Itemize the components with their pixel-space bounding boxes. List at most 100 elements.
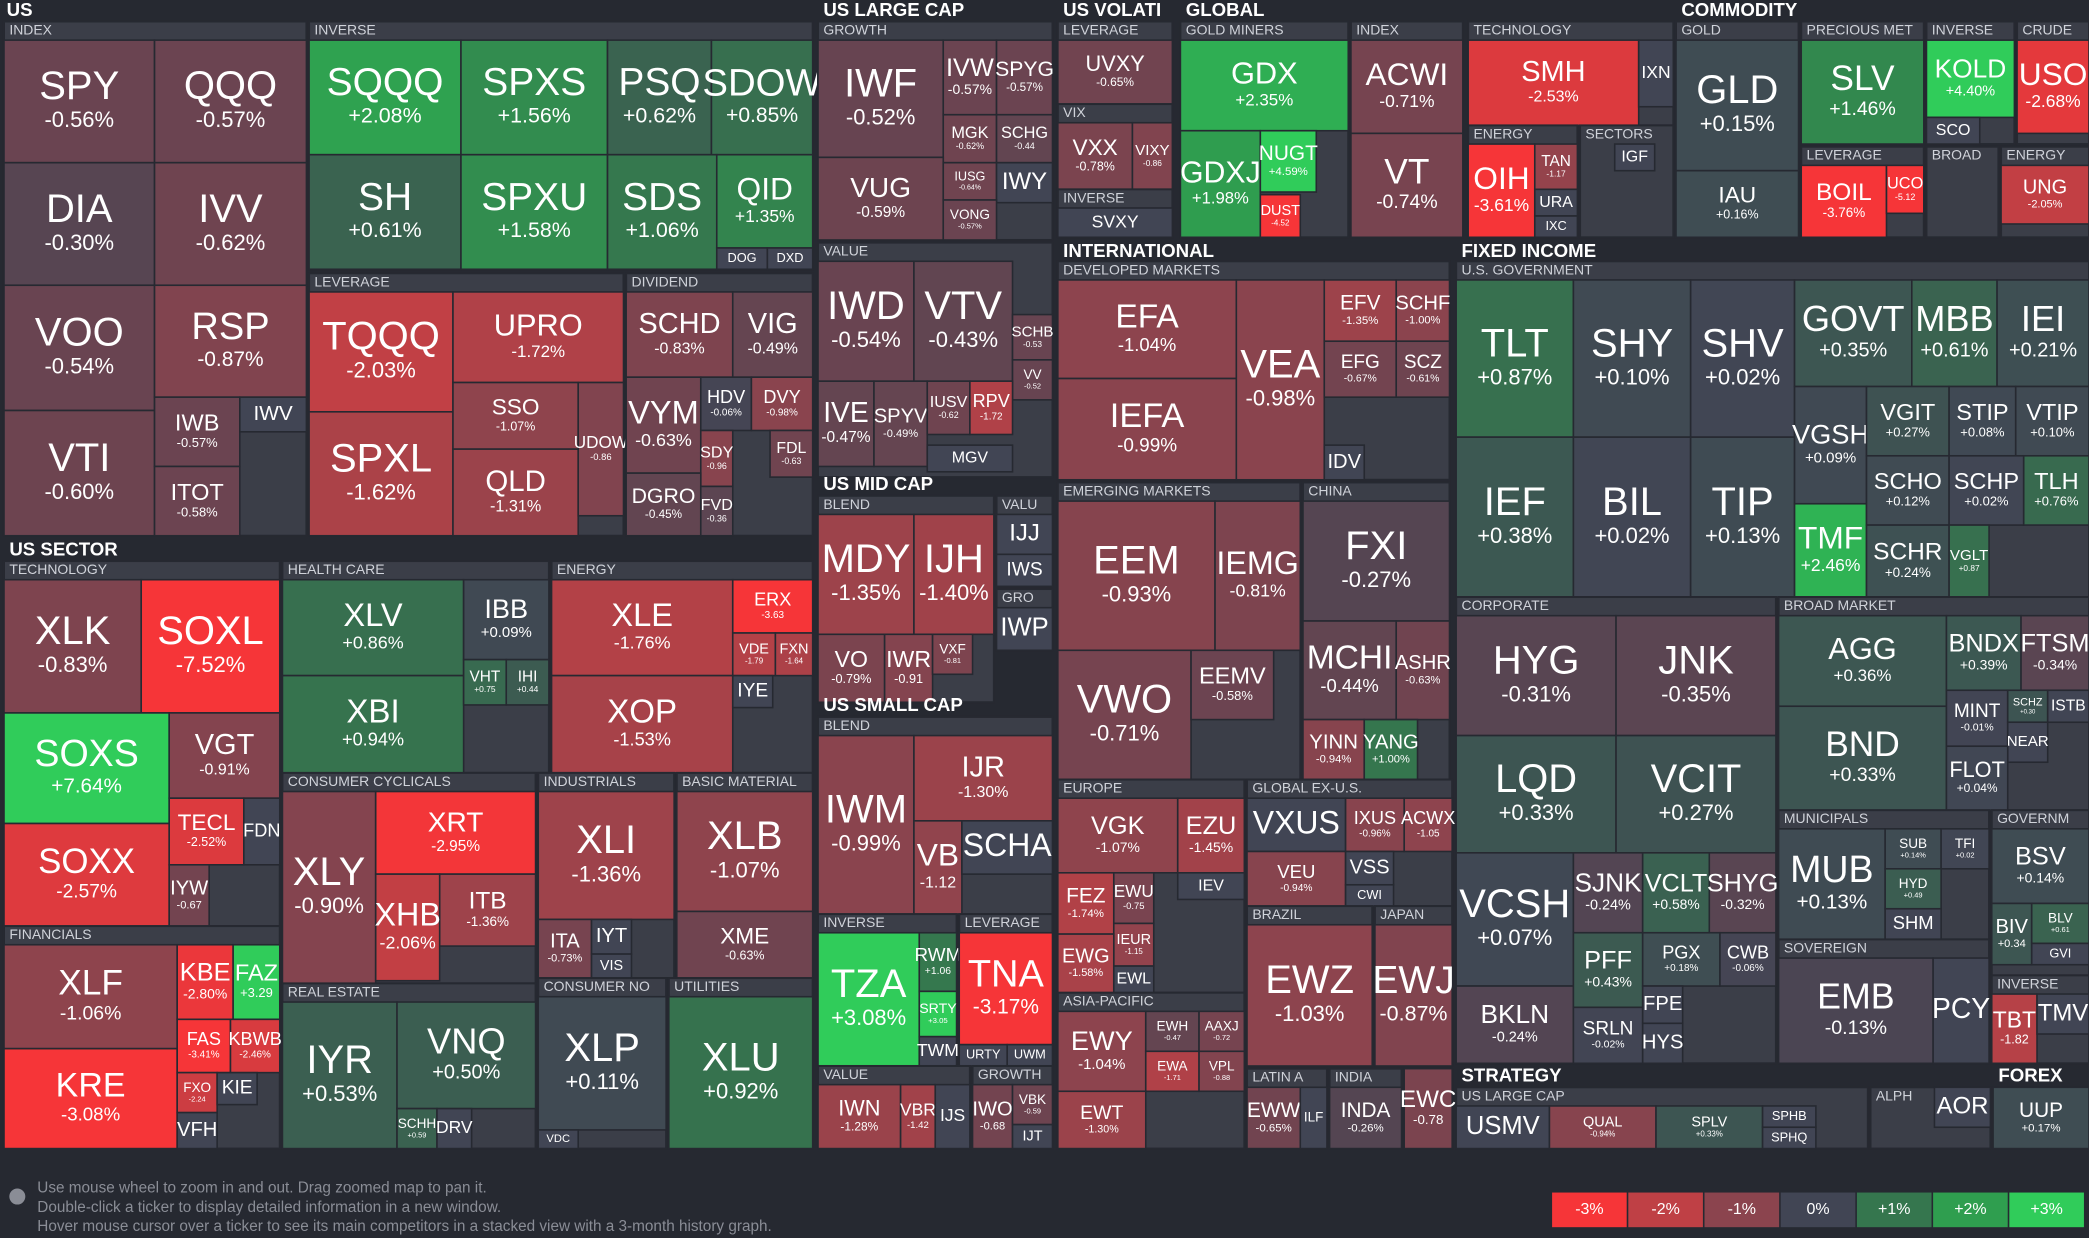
ticker[interactable]: KBWB <box>228 1029 281 1049</box>
ticker[interactable]: IEFA <box>1110 397 1185 435</box>
ticker-tile[interactable] <box>1884 907 1942 941</box>
ticker-tile[interactable] <box>1933 1086 1992 1129</box>
ticker[interactable]: IYR <box>306 1038 373 1082</box>
ticker-tile[interactable] <box>2022 454 2089 526</box>
ticker[interactable]: VDE <box>739 641 769 657</box>
ticker[interactable]: VNQ <box>427 1020 506 1061</box>
ticker[interactable]: EWG <box>1062 945 1110 967</box>
ticker[interactable]: AOR <box>1936 1093 1988 1120</box>
ticker-tile[interactable] <box>1214 500 1302 652</box>
ticker[interactable]: FXI <box>1345 524 1407 568</box>
ticker-tile[interactable] <box>1655 1105 1764 1150</box>
ticker[interactable]: TLH <box>2034 468 2078 494</box>
ticker[interactable]: SPXS <box>482 61 586 104</box>
ticker[interactable]: IVV <box>198 187 263 231</box>
ticker[interactable]: SLV <box>1830 59 1895 98</box>
ticker-tile[interactable] <box>1467 39 1640 127</box>
ticker-tile[interactable] <box>1637 39 1675 108</box>
ticker[interactable]: IEMG <box>1216 545 1299 581</box>
ticker-tile[interactable] <box>942 199 998 241</box>
ticker[interactable]: VDC <box>546 1133 570 1145</box>
ticker-tile[interactable] <box>1689 436 1796 598</box>
ticker[interactable]: VTIP <box>2026 399 2078 425</box>
ticker-tile[interactable] <box>1302 620 1398 721</box>
ticker[interactable]: TECL <box>178 810 236 835</box>
ticker-tile[interactable] <box>3 578 143 714</box>
ticker[interactable]: RPV <box>973 391 1010 411</box>
ticker[interactable]: IGF <box>1621 149 1648 166</box>
ticker-tile[interactable] <box>1925 39 2016 119</box>
ticker-tile[interactable] <box>153 39 308 164</box>
ticker[interactable]: PGX <box>1662 942 1700 962</box>
ticker[interactable]: ITOT <box>171 479 224 505</box>
ticker-tile[interactable] <box>817 633 886 704</box>
ticker-tile[interactable] <box>961 820 1054 875</box>
ticker-tile[interactable] <box>1572 1006 1644 1065</box>
ticker[interactable]: SHY <box>1591 321 1673 365</box>
ticker[interactable]: INDA <box>1341 1099 1391 1122</box>
ticker[interactable]: AAXJ <box>1205 1019 1239 1034</box>
ticker[interactable]: HYD <box>1899 876 1928 891</box>
ticker[interactable]: FTSM <box>2021 630 2089 658</box>
ticker[interactable]: SRLN <box>1583 1018 1634 1039</box>
ticker[interactable]: SDS <box>622 176 702 219</box>
ticker[interactable]: VFH <box>177 1119 217 1141</box>
ticker[interactable]: EWH <box>1157 1019 1189 1034</box>
ticker[interactable]: EFA <box>1115 298 1179 335</box>
ticker[interactable]: VPL <box>1209 1059 1235 1074</box>
ticker[interactable]: VO <box>835 646 868 672</box>
ticker[interactable]: FAZ <box>235 960 278 986</box>
ticker-tile[interactable] <box>140 578 281 714</box>
ticker-tile[interactable] <box>281 674 465 774</box>
ticker-tile[interactable] <box>1323 279 1398 343</box>
ticker[interactable]: SCHR <box>1873 539 1942 566</box>
ticker[interactable]: QQQ <box>184 64 277 108</box>
ticker-tile[interactable] <box>168 797 245 866</box>
ticker[interactable]: FAS <box>187 1029 221 1049</box>
ticker-tile[interactable] <box>2046 689 2089 724</box>
ticker[interactable]: SOXL <box>157 609 264 653</box>
ticker[interactable]: SPXL <box>330 437 432 481</box>
ticker-tile[interactable] <box>971 1083 1014 1150</box>
ticker[interactable]: EZU <box>1186 812 1237 840</box>
ticker[interactable]: USO <box>2019 56 2088 92</box>
ticker-tile[interactable] <box>1533 215 1579 239</box>
ticker[interactable]: MINT <box>1954 701 2001 722</box>
ticker-tile[interactable] <box>1777 705 1948 811</box>
ticker-tile[interactable] <box>1144 1050 1200 1093</box>
ticker-tile[interactable] <box>731 674 774 709</box>
ticker[interactable]: SCHG <box>1001 124 1048 142</box>
ticker-tile[interactable] <box>1455 614 1617 737</box>
ticker-tile[interactable] <box>995 161 1054 204</box>
ticker[interactable]: BIV <box>1995 916 2028 938</box>
ticker[interactable]: SCHH <box>398 1116 436 1131</box>
ticker-tile[interactable] <box>3 943 178 1050</box>
ticker-tile[interactable] <box>625 472 702 537</box>
ticker[interactable]: IWO <box>972 1098 1012 1120</box>
ticker[interactable]: IXN <box>1641 62 1670 82</box>
ticker[interactable]: VBK <box>1019 1092 1046 1107</box>
ticker-tile[interactable] <box>1057 1090 1147 1150</box>
ticker-tile[interactable] <box>1615 614 1777 737</box>
ticker[interactable]: SCHD <box>638 308 720 340</box>
ticker-tile[interactable] <box>308 411 454 537</box>
ticker[interactable]: FDL <box>776 440 806 457</box>
ticker[interactable]: FXO <box>183 1080 211 1095</box>
ticker[interactable]: VUG <box>850 172 911 203</box>
ticker[interactable]: IYT <box>596 925 627 947</box>
ticker-tile[interactable] <box>3 284 156 412</box>
ticker[interactable]: VIG <box>748 308 798 340</box>
ticker-tile[interactable] <box>699 376 753 432</box>
ticker-tile[interactable] <box>1057 279 1238 380</box>
ticker-tile[interactable] <box>995 113 1054 164</box>
ticker-tile[interactable] <box>918 931 958 993</box>
ticker-tile[interactable] <box>1176 797 1246 874</box>
ticker-tile[interactable] <box>1719 931 1777 987</box>
ticker-tile[interactable] <box>239 396 308 433</box>
ticker[interactable]: IYW <box>170 877 208 899</box>
ticker[interactable]: GOVT <box>1802 298 1905 339</box>
ticker[interactable]: FPE <box>1643 993 1682 1015</box>
ticker[interactable]: UDOW <box>574 432 629 452</box>
ticker[interactable]: VIS <box>600 958 623 974</box>
ticker[interactable]: VONG <box>950 207 990 222</box>
